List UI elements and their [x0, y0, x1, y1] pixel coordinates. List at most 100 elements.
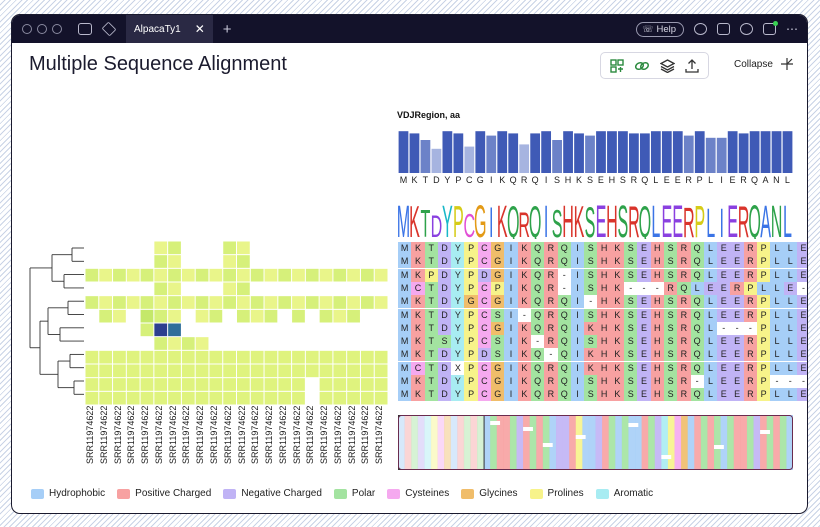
- alignment-cell: H: [650, 335, 664, 349]
- notifications-icon[interactable]: [763, 21, 778, 35]
- alignment-cell: R: [743, 295, 758, 309]
- alignment-cell: D: [437, 321, 452, 335]
- alignment-cell: C: [411, 281, 425, 295]
- help-button[interactable]: ☏ Help: [636, 21, 684, 37]
- new-tab-button[interactable]: +: [222, 20, 232, 38]
- heatmap-cell: [264, 309, 278, 323]
- link-button[interactable]: [632, 56, 652, 76]
- heatmap-cell: [264, 268, 278, 282]
- more-icon[interactable]: ⋯: [786, 22, 799, 36]
- heatmap-cell: [237, 378, 250, 391]
- heatmap-cell: [250, 391, 264, 405]
- tab-alpacaty1[interactable]: AlpacaTy1 ✕: [126, 15, 213, 43]
- cube-icon[interactable]: [101, 21, 117, 37]
- alignment-cell: P: [424, 268, 438, 282]
- heatmap-cell: [250, 364, 264, 378]
- consensus-residue: N: [773, 175, 780, 185]
- alignment-cell: S: [663, 308, 678, 322]
- alignment-row[interactable]: MKTDYPCGIKQRQISHKSEHSRQLEERPLLERQANL: [398, 388, 807, 402]
- legend-label: Positive Charged: [135, 488, 212, 499]
- logo-letter: R: [518, 205, 530, 239]
- minimize-window-button[interactable]: [37, 24, 47, 34]
- heatmap-cell: [223, 296, 236, 309]
- heatmap-cell: [168, 323, 181, 337]
- alignment-cell: H: [650, 295, 664, 309]
- heatmap-cell: [99, 391, 113, 405]
- alignment-row[interactable]: MCTDXPCGIKQRQIKHKSEHSRQLEERPLLERQANL: [398, 361, 807, 375]
- minimap-gap: [575, 435, 586, 439]
- alignment-cell: C: [477, 255, 492, 269]
- alignment-cell: T: [424, 242, 438, 255]
- layers-button[interactable]: [657, 56, 677, 76]
- alignment-cell: I: [570, 388, 585, 402]
- alignment-cell: E: [730, 335, 744, 349]
- heatmap-cell: [347, 391, 360, 405]
- grid-view-button[interactable]: [607, 56, 627, 76]
- minimap-column: [582, 415, 590, 470]
- alignment-cell: L: [770, 361, 784, 375]
- alignment-cell: Y: [451, 255, 465, 269]
- legend-item: Hydrophobic: [31, 488, 105, 499]
- alignment-minimap[interactable]: [398, 415, 793, 470]
- sidebar-toggle-icon[interactable]: [78, 23, 92, 35]
- consensus-residue: G: [476, 175, 484, 185]
- logo-letter: T: [421, 203, 431, 239]
- alignment-cell: C: [477, 375, 492, 388]
- heatmap-cell: [374, 268, 388, 282]
- alignment-cell: S: [624, 242, 638, 255]
- close-tab-icon[interactable]: ✕: [194, 22, 205, 36]
- maximize-window-button[interactable]: [52, 24, 62, 34]
- heatmap-cell: [333, 364, 347, 378]
- minimap-column: [746, 415, 754, 470]
- heatmap-cell: [195, 309, 209, 323]
- alignment-cell: P: [491, 281, 505, 295]
- logo-letter: A: [760, 197, 771, 239]
- download-icon[interactable]: [694, 23, 707, 35]
- heatmap-cell: [347, 378, 360, 391]
- alignment-cell: Q: [557, 375, 571, 388]
- alignment-cell: E: [796, 295, 807, 309]
- window-icon[interactable]: [717, 23, 730, 35]
- close-window-button[interactable]: [22, 24, 32, 34]
- legend-swatch: [117, 488, 131, 499]
- alignment-cell: Q: [557, 388, 571, 402]
- alignment-cell: E: [717, 388, 731, 402]
- consensus-residue: I: [544, 175, 548, 185]
- alignment-cell: I: [570, 321, 585, 335]
- consensus-residue: Y: [444, 175, 451, 185]
- bug-icon[interactable]: [740, 23, 753, 35]
- consensus-residue: S: [619, 175, 626, 185]
- heatmap-cell: [237, 255, 250, 268]
- alignment-cell: E: [637, 321, 651, 335]
- alignment-cell: I: [504, 335, 518, 349]
- alignment-cell: P: [464, 321, 478, 335]
- alignment-row[interactable]: MKTDYPCGIKQRQISHKSEHSRQLEERPLLERQANL: [398, 255, 807, 269]
- minimap-column: [681, 415, 688, 470]
- alignment-cell: C: [477, 242, 492, 255]
- alignment-cell: E: [730, 242, 744, 255]
- alignment-cell: Y: [451, 281, 465, 295]
- heatmap-cell: [209, 296, 223, 309]
- alignment-cell: Y: [451, 388, 465, 402]
- alignment-cell: L: [770, 321, 784, 335]
- alignment-cell: L: [703, 321, 718, 335]
- alignment-cell: P: [464, 242, 478, 255]
- alignment-row[interactable]: MKTDYPCGIKQRQISHKSEHSRQLEERPLLERQANL: [398, 242, 807, 255]
- minimap-column: [477, 415, 484, 470]
- export-button[interactable]: [682, 56, 702, 76]
- alignment-cell: H: [597, 268, 611, 282]
- collapse-button[interactable]: Collapse: [734, 58, 793, 70]
- minimap-column: [727, 415, 735, 470]
- minimap-column: [641, 415, 649, 470]
- alignment-cell: L: [770, 242, 784, 255]
- alignment-cell: L: [770, 281, 784, 295]
- alignment-cell: R: [743, 255, 758, 269]
